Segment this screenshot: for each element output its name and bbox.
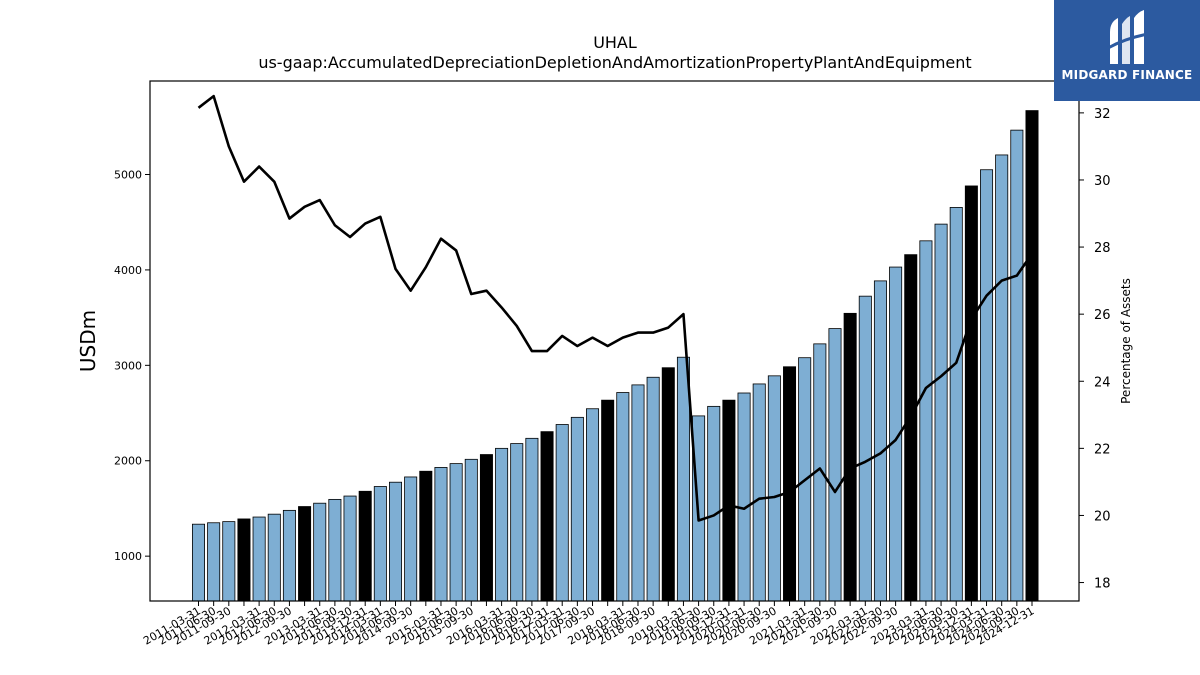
bar-2015-09-30 — [464, 458, 478, 602]
bar-2016-09-30 — [525, 437, 539, 602]
bar-2018-03-31 — [616, 392, 630, 602]
right-y-axis: 18 20 22 24 26 28 30 32 — [1079, 107, 1111, 592]
bar-2012-12-31 — [298, 506, 312, 602]
y-axis-label-right: Percentage of Assets — [1119, 278, 1133, 404]
bar-2013-03-31 — [313, 502, 327, 602]
bar-2011-03-31 — [191, 523, 205, 602]
bar-2023-03-31 — [919, 240, 933, 602]
bar-2022-03-31 — [858, 295, 872, 602]
bar-2013-12-31 — [358, 490, 372, 602]
right-tick-label: 20 — [1094, 509, 1111, 524]
bar-2011-12-31 — [237, 518, 251, 602]
bar-2017-12-31 — [601, 399, 615, 602]
percentage-line-series — [197, 94, 1034, 522]
right-tick-label: 24 — [1094, 375, 1111, 390]
left-tick-label: 4000 — [114, 264, 142, 277]
bar-2022-06-30 — [873, 280, 887, 602]
bar-2018-12-31 — [661, 367, 675, 602]
bar-2019-09-30 — [707, 405, 721, 602]
bar-2024-03-31 — [980, 169, 994, 602]
bar-2024-09-30 — [1010, 129, 1024, 602]
bar-2016-03-31 — [495, 447, 509, 602]
right-tick-label: 32 — [1094, 107, 1111, 122]
midgard-finance-logo: MIDGARD FINANCE — [1054, 0, 1200, 101]
chart-subtitle: us-gaap:AccumulatedDepreciationDepletion… — [258, 53, 971, 72]
plot-frame — [149, 80, 1080, 602]
bar-2013-09-30 — [343, 495, 357, 602]
bar-2015-06-30 — [449, 463, 463, 602]
right-tick-label: 26 — [1094, 308, 1111, 323]
chart-title: UHAL — [593, 33, 637, 52]
bar-2015-03-31 — [434, 467, 448, 602]
bar-2011-06-30 — [207, 522, 221, 602]
bar-2012-06-30 — [267, 513, 281, 602]
bar-2014-12-31 — [419, 470, 433, 602]
bar-2012-09-30 — [282, 509, 296, 602]
bar-2017-03-31 — [555, 424, 569, 602]
bar-2023-12-31 — [964, 185, 978, 602]
bar-2024-12-31 — [1025, 110, 1039, 602]
logo-mark-icon — [1107, 10, 1149, 64]
bar-2023-06-30 — [934, 223, 948, 602]
bar-2016-12-31 — [540, 431, 554, 602]
bar-2015-12-31 — [479, 454, 493, 602]
bar-2012-03-31 — [252, 516, 266, 602]
bar-2017-06-30 — [570, 416, 584, 602]
x-axis: 2011-03-312011-06-302011-09-302012-03-31… — [141, 601, 1037, 648]
left-tick-label: 2000 — [114, 455, 142, 468]
left-tick-label: 1000 — [114, 550, 142, 563]
bar-2020-12-31 — [783, 366, 797, 602]
bar-2011-09-30 — [222, 521, 236, 602]
left-tick-label: 3000 — [114, 359, 142, 372]
y-axis-label-left: USDm — [76, 310, 100, 372]
bar-2019-03-31 — [676, 356, 690, 602]
right-tick-label: 28 — [1094, 241, 1111, 256]
bar-2014-09-30 — [404, 476, 418, 602]
bar-2022-12-31 — [904, 254, 918, 602]
bar-2021-09-30 — [828, 328, 842, 602]
bar-2014-06-30 — [389, 481, 403, 602]
bar-2020-06-30 — [752, 383, 766, 602]
left-y-axis: 1000 2000 3000 4000 5000 — [114, 169, 150, 563]
bar-2021-12-31 — [843, 312, 857, 602]
bar-2020-09-30 — [767, 375, 781, 602]
percentage-of-assets-line — [197, 94, 1034, 522]
left-tick-label: 5000 — [114, 169, 142, 182]
bar-2023-09-30 — [949, 207, 963, 602]
bar-2019-12-31 — [722, 399, 736, 602]
bar-2018-09-30 — [646, 376, 660, 602]
right-tick-label: 30 — [1094, 174, 1111, 189]
bar-2018-06-30 — [631, 384, 645, 602]
bar-2024-06-30 — [995, 154, 1009, 602]
bar-2016-06-30 — [510, 443, 524, 602]
right-tick-label: 18 — [1094, 577, 1111, 592]
bar-2017-09-30 — [586, 408, 600, 602]
bar-2013-06-30 — [328, 498, 342, 602]
logo-text: MIDGARD FINANCE — [1061, 68, 1193, 82]
bar-series — [191, 110, 1039, 602]
bar-2020-03-31 — [737, 392, 751, 602]
right-tick-label: 22 — [1094, 442, 1111, 457]
bar-2014-03-31 — [373, 486, 387, 602]
